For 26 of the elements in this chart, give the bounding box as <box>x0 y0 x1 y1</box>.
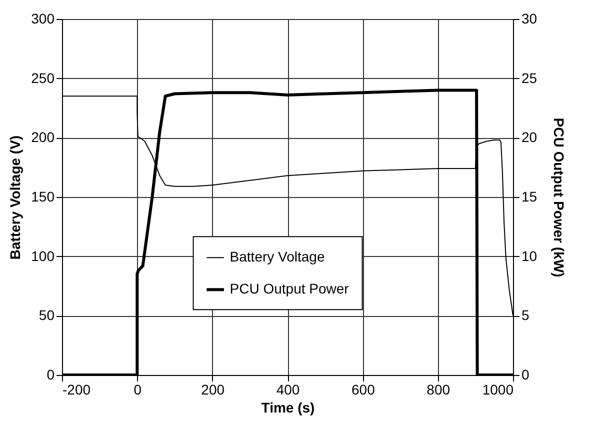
y-tick-label: 250 <box>31 70 55 86</box>
y2-tick-label: 0 <box>522 366 530 382</box>
x-tick-label: 200 <box>201 382 225 398</box>
x-tick-label: -200 <box>62 382 91 398</box>
x-tick-label: 800 <box>426 382 450 398</box>
y-tick-label: 200 <box>31 129 55 146</box>
y-tick-label: 100 <box>31 248 55 264</box>
y-tick-label: 150 <box>31 188 55 204</box>
x-tick-label: 1000 <box>482 382 514 398</box>
y2-axis-title: PCU Output Power (kW) <box>551 118 568 278</box>
y-tick-label: 50 <box>38 307 55 324</box>
x-axis-title: Time (s) <box>261 400 315 416</box>
legend-label: PCU Output Power <box>230 280 350 297</box>
y2-tick-label: 25 <box>522 70 538 86</box>
y2-tick-label: 10 <box>522 248 538 264</box>
legend-label: Battery Voltage <box>230 248 325 265</box>
y-tick-label: 300 <box>31 10 55 26</box>
x-tick-label: 400 <box>276 382 300 398</box>
y2-tick-label: 30 <box>522 10 538 26</box>
y-axis-title: Battery Voltage (V) <box>7 135 24 260</box>
y2-tick-label: 15 <box>522 188 538 204</box>
x-tick-label: 0 <box>134 382 142 398</box>
x-tick-label: 600 <box>351 382 376 398</box>
y-tick-label: 0 <box>46 366 55 382</box>
y2-tick-label: 5 <box>522 307 530 324</box>
y2-tick-label: 20 <box>522 129 538 146</box>
